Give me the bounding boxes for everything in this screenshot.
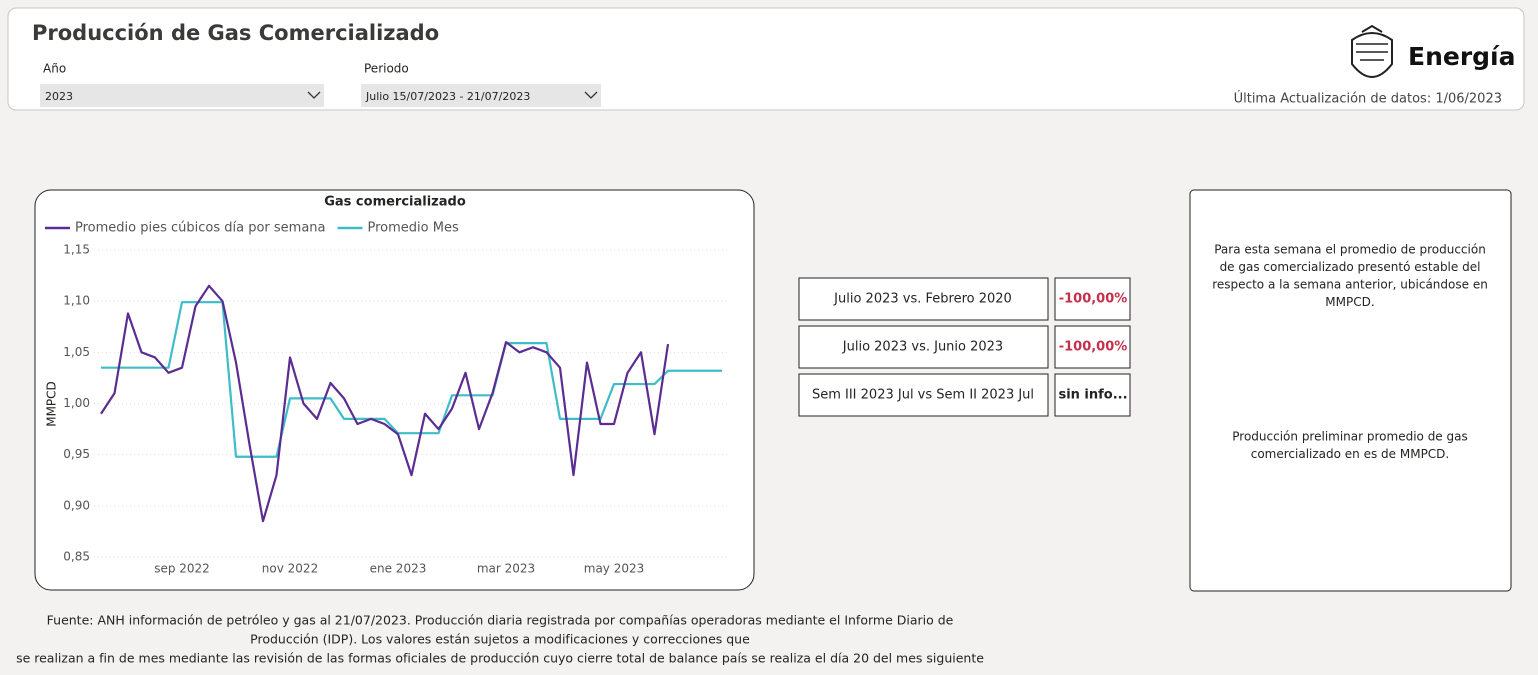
logo-text: Energía <box>1408 42 1516 71</box>
update-date: Última Actualización de datos: 1/06/2023 <box>1234 91 1502 107</box>
notes-card <box>1189 189 1512 592</box>
comparison-box <box>798 373 1049 417</box>
note-line: MMPCD. <box>1325 295 1374 309</box>
series-line <box>100 284 670 523</box>
dropdown-value[interactable]: Julio 15/07/2023 - 21/07/2023 <box>365 90 530 103</box>
dropdown[interactable] <box>361 84 601 107</box>
note-line: respecto a la semana anterior, ubicándos… <box>1212 278 1488 292</box>
note-line: Para esta semana el promedio de producci… <box>1214 243 1486 257</box>
footer: Fuente: ANH información de petróleo y ga… <box>16 613 984 666</box>
dropdown[interactable] <box>40 84 324 107</box>
y-tick-label: 0,90 <box>63 498 90 512</box>
filter-label: Periodo <box>364 62 409 76</box>
comparison-label: Julio 2023 vs. Febrero 2020 <box>833 292 1012 307</box>
page-title: Producción de Gas Comercializado <box>32 21 439 45</box>
y-tick-label: 0,95 <box>63 447 90 461</box>
legend-label: Promedio pies cúbicos día por semana <box>75 221 326 236</box>
comparison-value: -100,00% <box>1059 292 1128 307</box>
note-line: de gas comercializado presentó estable d… <box>1220 260 1481 274</box>
series-line <box>101 301 722 458</box>
legend-label: Promedio Mes <box>368 221 459 236</box>
x-tick-label: ene 2023 <box>370 562 427 576</box>
dropdown-arrow[interactable] <box>307 91 321 99</box>
x-tick-label: may 2023 <box>584 562 645 576</box>
notes: Para esta semana el promedio de producci… <box>1212 243 1488 462</box>
footer-line: Producción (IDP). Los valores están suje… <box>250 632 750 647</box>
comparison-label: Julio 2023 vs. Junio 2023 <box>842 340 1003 355</box>
comparison-box <box>798 277 1049 321</box>
dropdown-value[interactable]: 2023 <box>45 90 73 103</box>
comparisons: Julio 2023 vs. Febrero 2020 -100,00% Julio… <box>798 277 1131 417</box>
y-tick-label: 1,15 <box>63 243 90 257</box>
footer-line: se realizan a fin de mes mediante las re… <box>16 651 984 666</box>
y-axis-label: MMPCD <box>45 381 59 427</box>
comparison-value-box <box>1054 325 1131 369</box>
plot: 0,85 0,90 0,95 1,00 1,05 1,10 1,15 sep 2022 nov … <box>45 221 728 576</box>
comparison-value: sin info... <box>1058 388 1127 403</box>
dropdown-arrow[interactable] <box>584 91 598 99</box>
comparison-value: -100,00% <box>1059 340 1128 355</box>
x-tick-label: sep 2022 <box>154 562 210 576</box>
comparison-box <box>798 325 1049 369</box>
comparison-value-box <box>1054 373 1131 417</box>
logo-emblem <box>1351 24 1393 78</box>
note-line: comercializado en es de MMPCD. <box>1251 447 1450 461</box>
y-tick-label: 1,05 <box>63 345 90 359</box>
y-tick-label: 0,85 <box>63 550 90 564</box>
y-tick-label: 1,10 <box>63 294 90 308</box>
y-tick-label: 1,00 <box>63 396 90 410</box>
x-tick-label: nov 2022 <box>262 562 318 576</box>
note-line: Producción preliminar promedio de gas <box>1232 430 1467 444</box>
filter-label: Año <box>43 62 66 76</box>
x-tick-label: mar 2023 <box>477 562 535 576</box>
chart-card <box>34 189 755 591</box>
comparison-label: Sem III 2023 Jul vs Sem II 2023 Jul <box>812 388 1034 403</box>
footer-line: Fuente: ANH información de petróleo y ga… <box>47 613 954 628</box>
comparison-value-box <box>1054 277 1131 321</box>
chart-title: Gas comercializado <box>324 195 466 210</box>
